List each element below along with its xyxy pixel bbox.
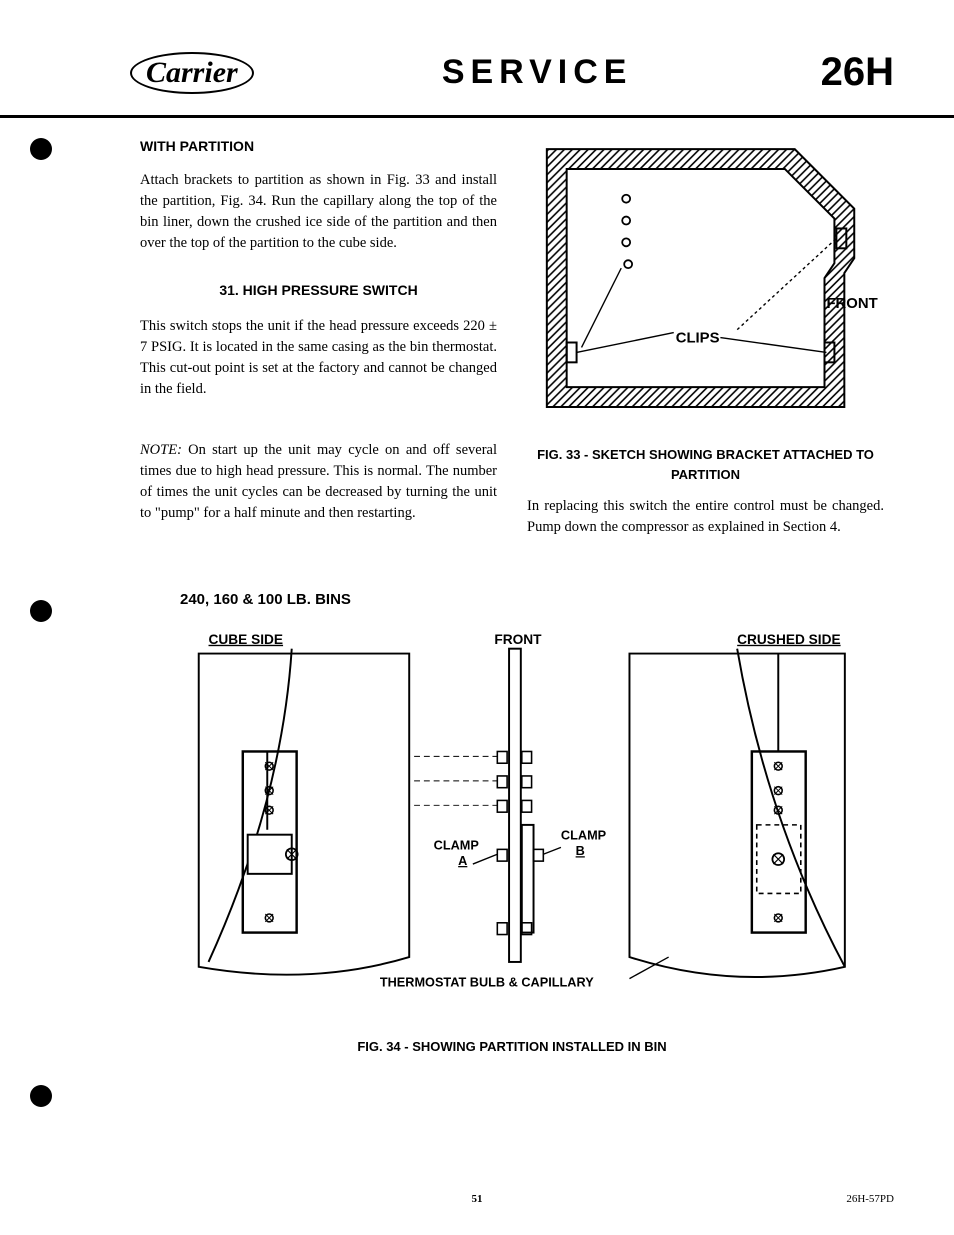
figure-34: CUBE SIDE FRONT CRUSHED SIDE [140,620,884,1020]
note-paragraph: NOTE: On start up the unit may cycle on … [140,440,497,524]
page-number: 51 [472,1193,483,1205]
crushed-side-panel [629,649,844,977]
document-id: 26H-57PD [846,1193,894,1205]
cube-side-panel [199,649,409,975]
heading-with-partition: WITH PARTITION [140,138,497,154]
heading-bins: 240, 160 & 100 LB. BINS [180,591,884,608]
figure-33-caption: FIG. 33 - SKETCH SHOWING BRACKET ATTACHE… [527,445,884,484]
para-attach-brackets: Attach brackets to partition as shown in… [140,170,497,254]
label-clamp-a-sub: A [458,853,467,868]
left-column: WITH PARTITION Attach brackets to partit… [140,138,497,556]
label-cube-side: CUBE SIDE [209,632,284,647]
note-body: On start up the unit may cycle on and of… [140,442,497,521]
brand-logo: Carrier [130,52,254,94]
label-clamp-b: CLAMP [561,828,607,843]
fig33-label-front: FRONT [826,296,877,312]
label-clamp-b-sub: B [576,843,585,858]
label-crushed-side: CRUSHED SIDE [737,632,840,647]
page-code: 26H [821,50,894,95]
page-footer: 51 26H-57PD [0,1193,954,1205]
front-panel: CLAMP A CLAMP B [414,649,607,962]
figure-34-caption: FIG. 34 - SHOWING PARTITION INSTALLED IN… [140,1037,884,1057]
page-title: SERVICE [442,53,633,92]
para-switch-stops: This switch stops the unit if the head p… [140,316,497,400]
figure-34-wrap: CUBE SIDE FRONT CRUSHED SIDE [140,620,884,1057]
label-clamp-a: CLAMP [434,837,480,852]
right-column: CLIPS FRONT FIG. 33 - SKETCH SHOWING BRA… [527,138,884,556]
figure-33: CLIPS FRONT [527,138,884,428]
heading-high-pressure: 31. HIGH PRESSURE SWITCH [140,282,497,298]
note-label: NOTE: [140,442,182,458]
page-header: Carrier SERVICE 26H [60,40,894,115]
header-divider [0,115,954,118]
fig33-label-clips: CLIPS [676,331,720,347]
label-thermostat-bulb: THERMOSTAT BULB & CAPILLARY [380,974,594,989]
label-front: FRONT [494,632,542,647]
para-replacing-switch: In replacing this switch the entire cont… [527,496,884,538]
